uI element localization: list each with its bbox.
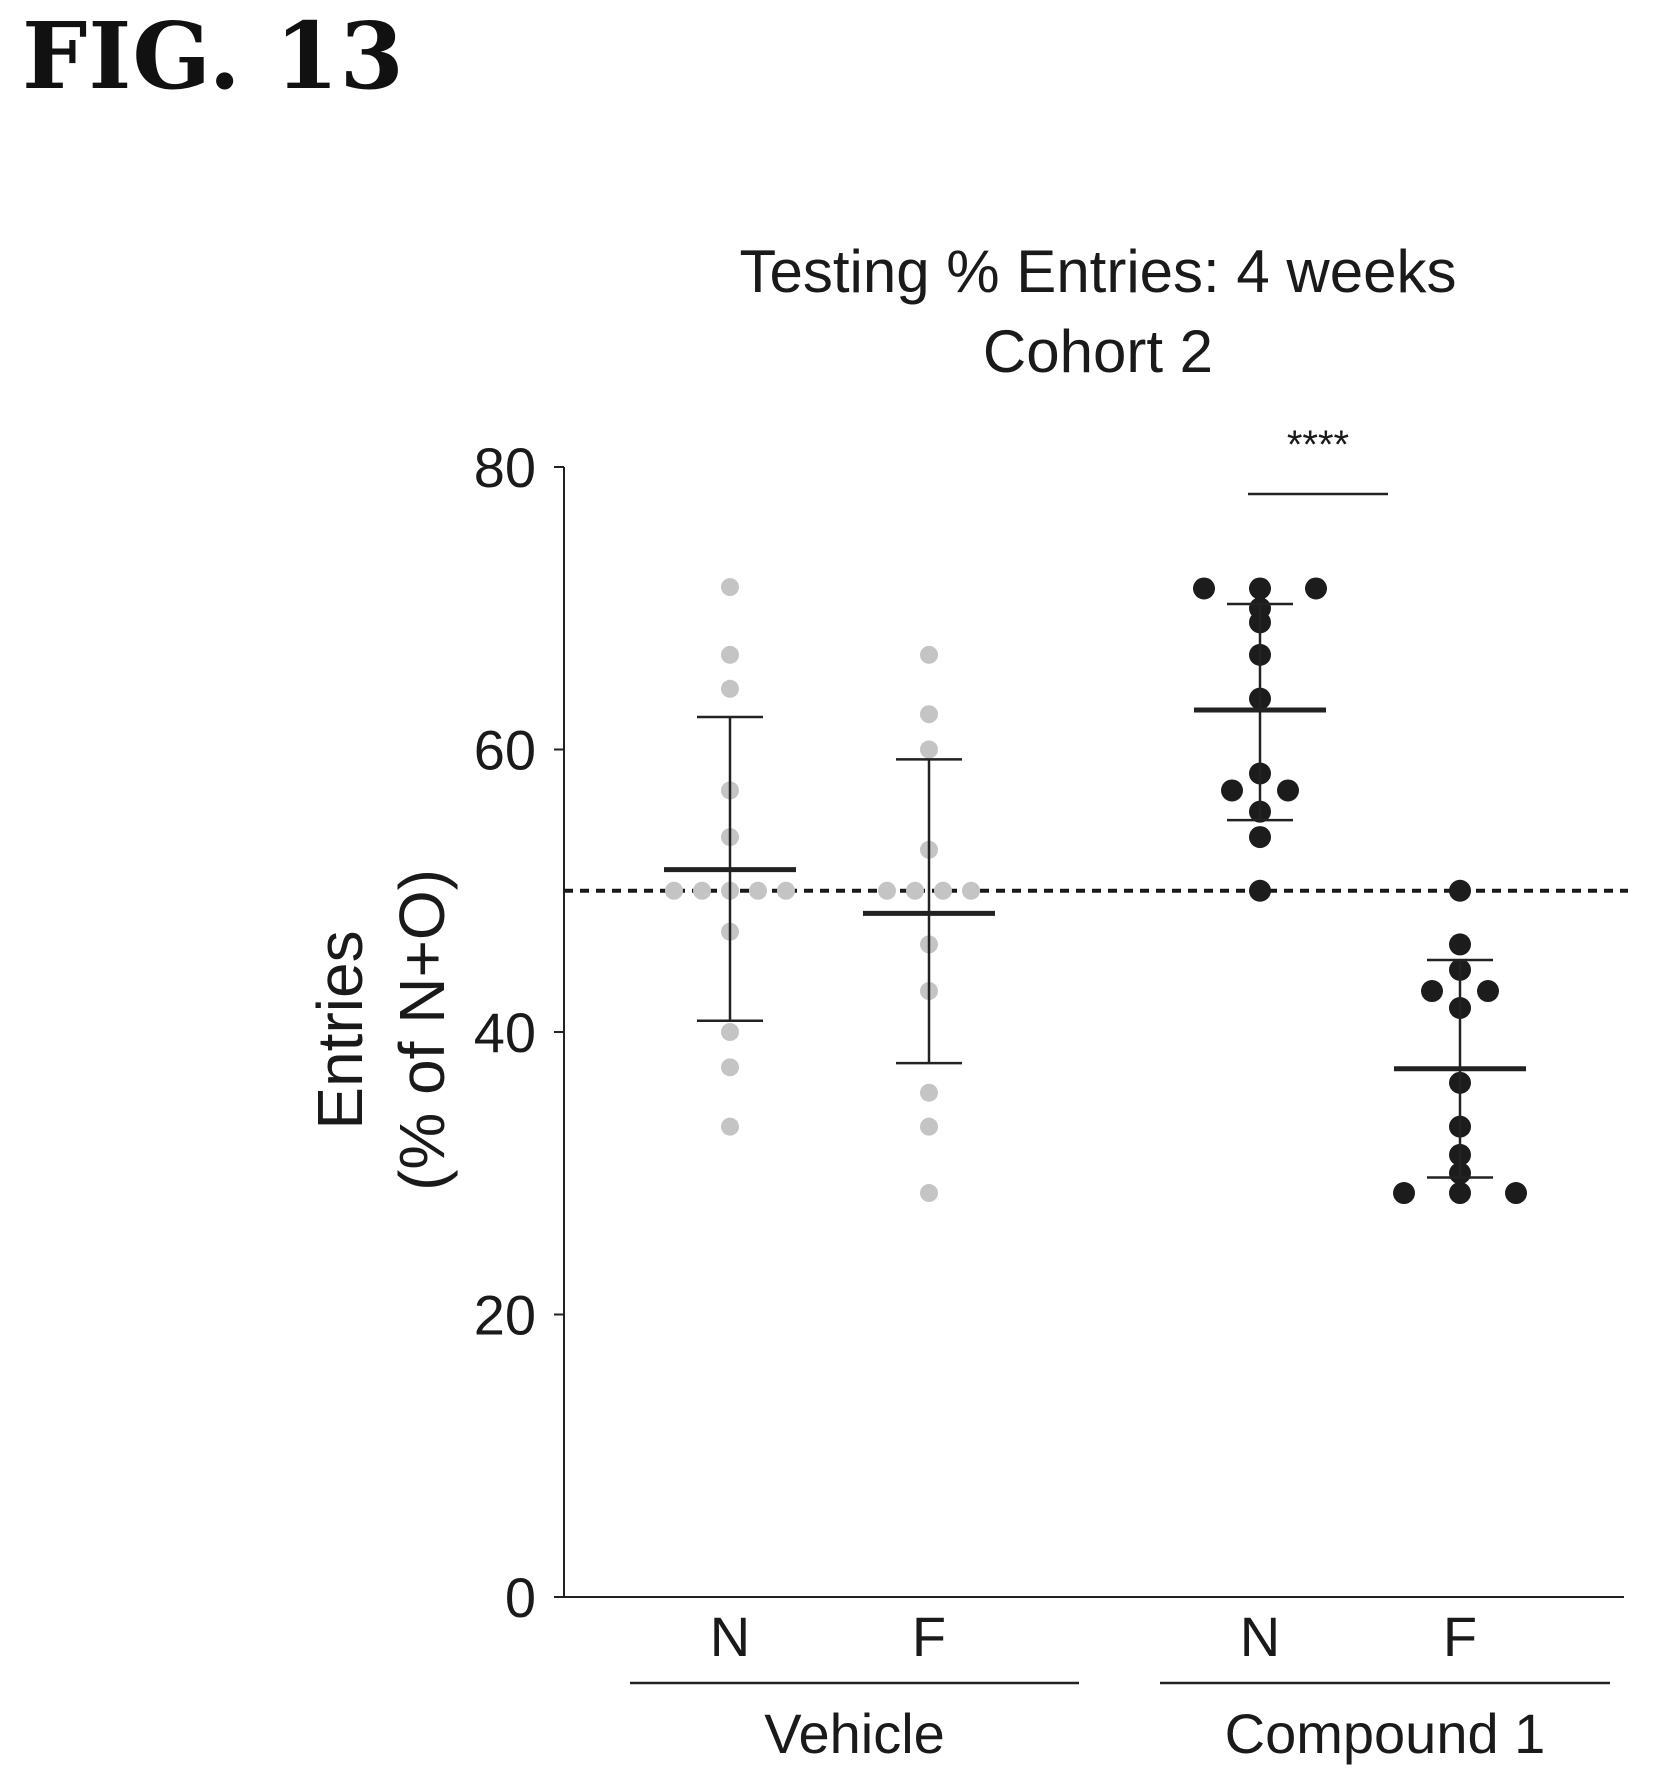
data-point bbox=[1505, 1182, 1527, 1205]
data-point bbox=[1477, 980, 1499, 1003]
data-point bbox=[1193, 577, 1215, 600]
data-point bbox=[777, 881, 795, 900]
data-point bbox=[920, 1184, 938, 1203]
y-tick-label: 60 bbox=[474, 719, 536, 782]
y-tick-label: 40 bbox=[474, 1001, 536, 1064]
data-point bbox=[721, 645, 739, 664]
data-point bbox=[1249, 879, 1271, 902]
data-point bbox=[1421, 980, 1443, 1003]
x-category-label: F bbox=[912, 1605, 946, 1668]
y-tick-label: 0 bbox=[505, 1566, 536, 1629]
data-point bbox=[1249, 577, 1271, 600]
data-point bbox=[749, 881, 767, 900]
group-label: Compound 1 bbox=[1225, 1702, 1546, 1765]
data-point bbox=[721, 1058, 739, 1077]
series-0 bbox=[664, 578, 796, 1136]
data-point bbox=[934, 881, 952, 900]
data-point bbox=[721, 1023, 739, 1041]
y-axis-label-line1: Entries bbox=[304, 930, 376, 1129]
data-point bbox=[721, 1117, 739, 1136]
data-point bbox=[920, 740, 938, 759]
group-labels: Vehicle Compound 1 bbox=[630, 1681, 1610, 1765]
data-point bbox=[920, 645, 938, 664]
data-point bbox=[1305, 577, 1327, 600]
x-category-label: F bbox=[1443, 1605, 1477, 1668]
data-point bbox=[906, 881, 924, 900]
series-3 bbox=[1393, 879, 1527, 1205]
x-category-label: N bbox=[710, 1605, 750, 1668]
data-point bbox=[721, 679, 739, 698]
chart-subtitle: Cohort 2 bbox=[983, 318, 1213, 385]
y-tick-label: 80 bbox=[474, 436, 536, 499]
data-point bbox=[1449, 1182, 1471, 1205]
significance-annotation: **** bbox=[1248, 423, 1388, 496]
figure-label: FIG. 13 bbox=[22, 2, 405, 110]
data-point bbox=[1449, 933, 1471, 956]
group-label: Vehicle bbox=[764, 1702, 945, 1765]
y-tick-label: 20 bbox=[474, 1284, 536, 1347]
data-point bbox=[962, 881, 980, 900]
data-point bbox=[1393, 1182, 1415, 1205]
data-point bbox=[1449, 879, 1471, 902]
data-point bbox=[920, 705, 938, 724]
series-1 bbox=[863, 645, 995, 1203]
series-group bbox=[664, 577, 1527, 1205]
y-ticks: 0 20 40 60 80 bbox=[474, 436, 564, 1629]
data-point bbox=[693, 881, 711, 900]
data-point bbox=[878, 881, 896, 900]
series-2 bbox=[1193, 577, 1327, 902]
data-point bbox=[665, 881, 683, 900]
y-axis-label-line2: (% of N+O) bbox=[386, 869, 458, 1191]
data-point bbox=[1277, 779, 1299, 802]
chart-title: Testing % Entries: 4 weeks bbox=[740, 238, 1457, 305]
data-point bbox=[1249, 826, 1271, 849]
data-point bbox=[920, 1117, 938, 1136]
data-point bbox=[1221, 779, 1243, 802]
x-category-label: N bbox=[1240, 1605, 1280, 1668]
data-point bbox=[920, 1083, 938, 1102]
y-axis-label: Entries (% of N+O) bbox=[304, 869, 458, 1191]
data-point bbox=[721, 578, 739, 597]
significance-label: **** bbox=[1287, 423, 1349, 467]
